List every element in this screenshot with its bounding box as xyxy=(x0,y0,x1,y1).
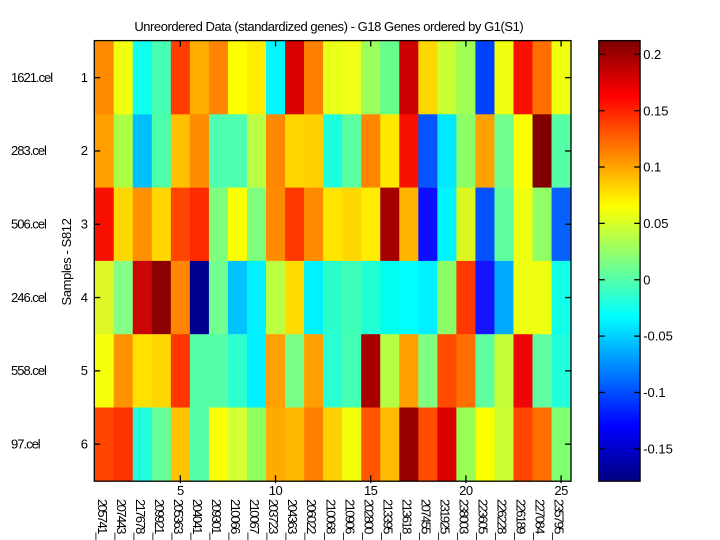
svg-text:204363_: 204363_ xyxy=(285,499,300,540)
svg-text:227084_: 227084_ xyxy=(533,499,548,540)
svg-text:97.cel: 97.cel xyxy=(11,436,41,451)
svg-text:506.cel: 506.cel xyxy=(11,217,47,232)
svg-text:209921_: 209921_ xyxy=(152,499,167,540)
svg-text:0.05: 0.05 xyxy=(643,216,668,231)
svg-text:20: 20 xyxy=(459,483,473,498)
svg-text:223605_: 223605_ xyxy=(476,499,491,540)
svg-text:206022_: 206022_ xyxy=(304,499,319,540)
svg-text:205741_: 205741_ xyxy=(95,499,110,540)
svg-text:0.2: 0.2 xyxy=(643,47,661,62)
svg-text:205363_: 205363_ xyxy=(171,499,186,540)
svg-text:235795_: 235795_ xyxy=(552,499,567,540)
svg-text:204041_: 204041_ xyxy=(190,499,205,540)
svg-text:226228_: 226228_ xyxy=(495,499,510,540)
svg-text:246.cel: 246.cel xyxy=(11,290,47,305)
svg-text:283.cel: 283.cel xyxy=(11,143,47,158)
svg-text:0.1: 0.1 xyxy=(643,160,661,175)
svg-text:231925_: 231925_ xyxy=(438,499,453,540)
svg-text:2: 2 xyxy=(81,143,88,158)
svg-text:209301_: 209301_ xyxy=(209,499,224,540)
svg-text:203723_: 203723_ xyxy=(266,499,281,540)
svg-text:210066_: 210066_ xyxy=(228,499,243,540)
svg-text:Unreordered Data (standardized: Unreordered Data (standardized genes) - … xyxy=(134,19,523,34)
svg-text:5: 5 xyxy=(81,363,88,378)
svg-text:210068_: 210068_ xyxy=(323,499,338,540)
svg-text:-0.05: -0.05 xyxy=(643,329,673,344)
svg-text:15: 15 xyxy=(364,483,378,498)
svg-text:-0.1: -0.1 xyxy=(643,385,665,400)
svg-text:558.cel: 558.cel xyxy=(11,363,47,378)
svg-text:-0.15: -0.15 xyxy=(643,441,673,456)
svg-text:1621.cel: 1621.cel xyxy=(11,70,53,85)
svg-text:207443_: 207443_ xyxy=(114,499,129,540)
svg-text:5: 5 xyxy=(177,483,184,498)
svg-text:213618_: 213618_ xyxy=(399,499,414,540)
svg-text:238003_: 238003_ xyxy=(457,499,472,540)
svg-text:0: 0 xyxy=(643,272,650,287)
svg-text:25: 25 xyxy=(554,483,568,498)
svg-text:210906_: 210906_ xyxy=(342,499,357,540)
svg-text:0.15: 0.15 xyxy=(643,103,668,118)
svg-text:3: 3 xyxy=(81,217,88,232)
svg-text:207455_: 207455_ xyxy=(418,499,433,540)
svg-text:217678_: 217678_ xyxy=(133,499,148,540)
svg-text:226189_: 226189_ xyxy=(514,499,529,540)
svg-text:210067_: 210067_ xyxy=(247,499,262,540)
svg-text:10: 10 xyxy=(269,483,283,498)
svg-text:213395_: 213395_ xyxy=(380,499,395,540)
svg-text:Samples - S812: Samples - S812 xyxy=(59,218,74,305)
svg-text:4: 4 xyxy=(81,290,88,305)
svg-text:1: 1 xyxy=(81,70,88,85)
svg-text:6: 6 xyxy=(81,436,88,451)
svg-text:202800_: 202800_ xyxy=(361,499,376,540)
